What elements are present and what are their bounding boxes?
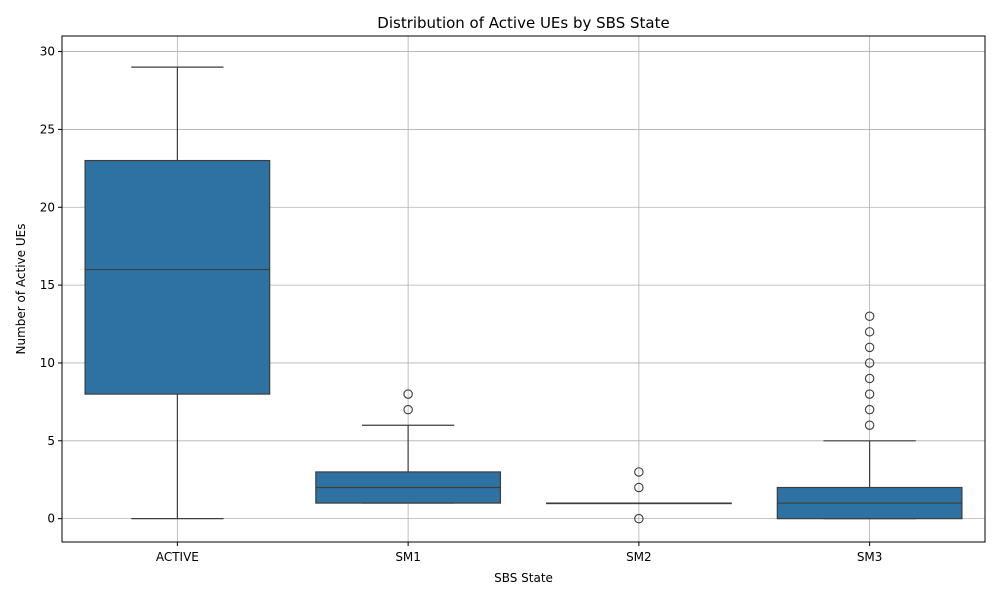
x-axis-label: SBS State <box>494 571 553 585</box>
outlier-point <box>864 404 875 415</box>
outlier-point <box>864 342 875 353</box>
chart-title: Distribution of Active UEs by SBS State <box>377 14 669 32</box>
y-tick-label: 15 <box>40 278 55 292</box>
box-active <box>84 159 271 395</box>
outlier-point <box>634 513 644 524</box>
outlier-point <box>634 467 644 477</box>
x-tick-label: SM3 <box>857 550 883 564</box>
y-tick-label: 0 <box>47 512 55 526</box>
y-tick-label: 10 <box>40 356 55 370</box>
y-axis-label: Number of Active UEs <box>14 224 28 355</box>
box-layer <box>84 66 963 524</box>
outlier-point <box>864 358 875 368</box>
y-tick-label: 30 <box>40 45 55 59</box>
tick-layer: 0 5 10 15 20 25 30 ACTIVE SM1 SM2 SM3 <box>40 45 883 564</box>
outlier-point <box>864 327 875 337</box>
outlier-point <box>634 482 644 493</box>
outlier-point <box>864 311 875 321</box>
outlier-point <box>403 404 413 415</box>
x-tick-label: SM2 <box>626 550 652 564</box>
x-tick-label: SM1 <box>395 550 421 564</box>
y-tick-label: 5 <box>47 434 55 448</box>
y-tick-label: 20 <box>40 200 55 214</box>
outlier-point <box>864 420 875 430</box>
x-tick-label: ACTIVE <box>156 550 199 564</box>
outlier-point <box>403 389 413 399</box>
plot-frame <box>61 35 986 543</box>
outlier-point <box>864 389 875 399</box>
y-tick-label: 25 <box>40 122 55 136</box>
outlier-point <box>864 373 875 384</box>
